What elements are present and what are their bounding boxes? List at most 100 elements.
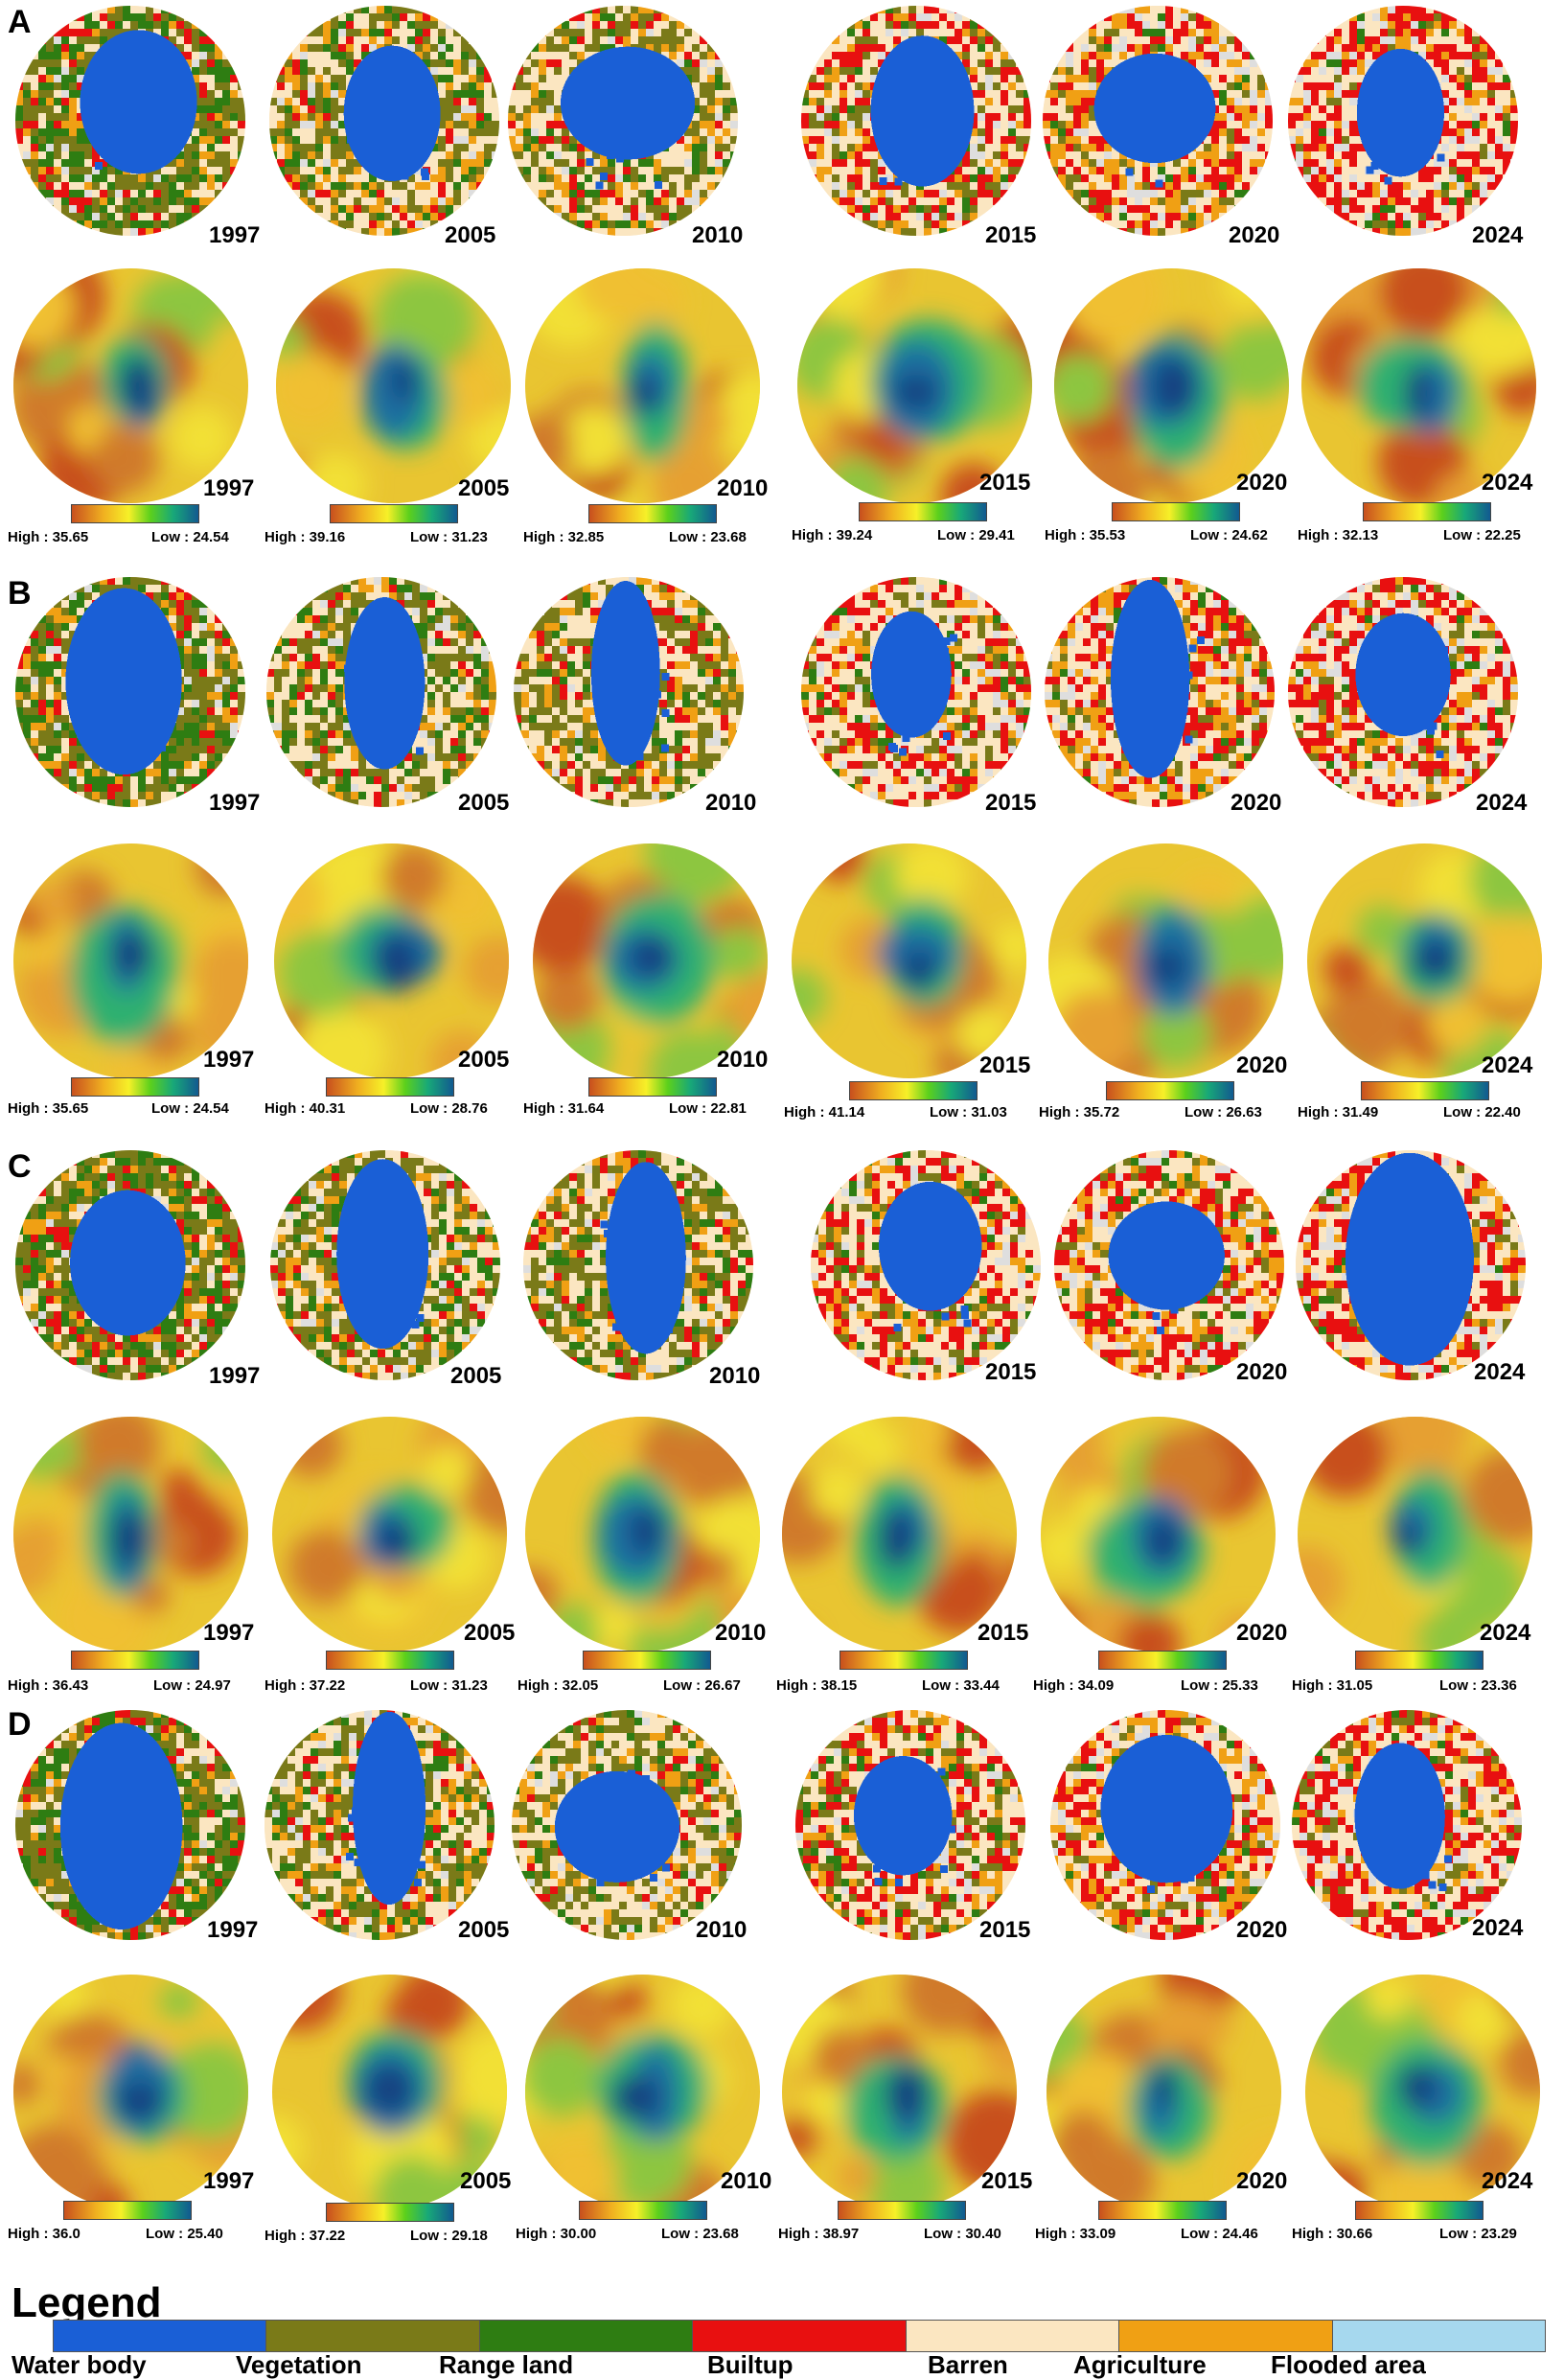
lulc-raster: [15, 1710, 245, 1940]
color-scale-bar: [1112, 502, 1240, 521]
lst-surface: [1041, 1417, 1276, 1652]
scale-low-label: Low : 28.76: [410, 1100, 488, 1117]
scale-low-label: Low : 22.25: [1443, 527, 1521, 543]
year-label: 2020: [1236, 1620, 1287, 1647]
scale-high-label: High : 35.72: [1039, 1104, 1119, 1121]
legend-swatch-builtup: [693, 2321, 907, 2351]
lulc-raster: [801, 6, 1031, 236]
color-scale-bar: [1355, 1651, 1484, 1670]
year-label: 2024: [1482, 2168, 1532, 2195]
lst-map: [1046, 1975, 1281, 2209]
lst-map: [797, 268, 1032, 503]
lst-map: [1054, 268, 1289, 503]
scale-low-label: Low : 25.33: [1181, 1677, 1258, 1694]
lulc-raster: [508, 6, 738, 236]
lulc-raster: [1045, 577, 1275, 807]
scale-low-label: Low : 24.46: [1181, 2226, 1258, 2242]
scale-high-label: High : 32.05: [518, 1677, 598, 1694]
lulc-map: [269, 6, 499, 236]
year-label: 2010: [705, 790, 756, 817]
legend-swatch-agriculture: [1119, 2321, 1333, 2351]
lst-surface: [13, 268, 248, 503]
year-label: 2010: [721, 2168, 771, 2195]
lulc-raster: [270, 1150, 500, 1380]
lulc-raster: [1050, 1710, 1280, 1940]
scale-low-label: Low : 24.62: [1190, 527, 1268, 543]
year-label: 2024: [1472, 1915, 1523, 1942]
scale-high-label: High : 35.65: [8, 529, 88, 545]
lst-surface: [1048, 843, 1283, 1078]
color-scale-bar: [840, 1651, 968, 1670]
year-label: 2005: [450, 1363, 501, 1390]
lst-surface: [13, 1417, 248, 1652]
lst-surface: [797, 268, 1032, 503]
scale-high-label: High : 41.14: [784, 1104, 864, 1121]
year-label: 2015: [985, 222, 1036, 249]
year-label: 2024: [1482, 470, 1532, 497]
scale-high-label: High : 32.85: [523, 529, 604, 545]
year-label: 2010: [709, 1363, 760, 1390]
scale-high-label: High : 35.53: [1045, 527, 1125, 543]
legend-swatch-water-body: [54, 2321, 267, 2351]
year-label: 2010: [717, 1047, 768, 1074]
lulc-raster: [266, 577, 496, 807]
panel-letter-b: B: [8, 575, 32, 612]
scale-low-label: Low : 22.81: [669, 1100, 747, 1117]
lst-map: [276, 268, 511, 503]
lst-surface: [13, 1975, 248, 2209]
lulc-map: [1296, 1150, 1526, 1380]
year-label: 2005: [458, 475, 509, 502]
lulc-raster: [514, 577, 744, 807]
color-scale-bar: [1355, 2201, 1484, 2220]
scale-high-label: High : 38.97: [778, 2226, 859, 2242]
scale-low-label: Low : 29.41: [937, 527, 1015, 543]
year-label: 1997: [209, 790, 260, 817]
year-label: 1997: [209, 222, 260, 249]
scale-high-label: High : 39.24: [792, 527, 872, 543]
color-scale-bar: [71, 1077, 199, 1097]
lst-map: [13, 268, 248, 503]
year-label: 2020: [1236, 1359, 1287, 1386]
lst-map: [782, 1417, 1017, 1652]
scale-low-label: Low : 31.23: [410, 1677, 488, 1694]
year-label: 2024: [1480, 1620, 1530, 1647]
scale-high-label: High : 34.09: [1033, 1677, 1114, 1694]
scale-high-label: High : 35.65: [8, 1100, 88, 1117]
lulc-raster: [512, 1710, 742, 1940]
color-scale-bar: [1098, 2201, 1227, 2220]
lulc-map: [1043, 6, 1273, 236]
lulc-map: [270, 1150, 500, 1380]
lulc-raster: [15, 1150, 245, 1380]
year-label: 2024: [1482, 1052, 1532, 1079]
legend-label-flooded-area: Flooded area: [1271, 2350, 1426, 2380]
year-label: 2005: [445, 222, 495, 249]
lst-surface: [1307, 843, 1542, 1078]
year-label: 2015: [985, 1359, 1036, 1386]
lst-map: [13, 843, 248, 1078]
scale-high-label: High : 36.0: [8, 2226, 80, 2242]
color-scale-bar: [1098, 1651, 1227, 1670]
year-label: 2020: [1229, 222, 1279, 249]
color-scale-bar: [838, 2201, 966, 2220]
lulc-raster: [1043, 6, 1273, 236]
lulc-raster: [523, 1150, 753, 1380]
lulc-raster: [15, 6, 245, 236]
legend-label-vegetation: Vegetation: [236, 2350, 361, 2380]
year-label: 2020: [1236, 1917, 1287, 1944]
year-label: 2024: [1476, 790, 1527, 817]
lulc-map: [801, 577, 1031, 807]
legend-swatch-barren: [906, 2321, 1120, 2351]
scale-low-label: Low : 31.03: [930, 1104, 1007, 1121]
lulc-map: [514, 577, 744, 807]
lst-surface: [274, 843, 509, 1078]
year-label: 2015: [981, 2168, 1032, 2195]
lulc-raster: [264, 1710, 494, 1940]
lulc-raster: [15, 577, 245, 807]
year-label: 2015: [979, 1052, 1030, 1079]
year-label: 2015: [979, 470, 1030, 497]
year-label: 1997: [209, 1363, 260, 1390]
year-label: 1997: [203, 1620, 254, 1647]
lst-map: [272, 1975, 507, 2209]
panel-letter-d: D: [8, 1706, 32, 1744]
lulc-raster: [269, 6, 499, 236]
